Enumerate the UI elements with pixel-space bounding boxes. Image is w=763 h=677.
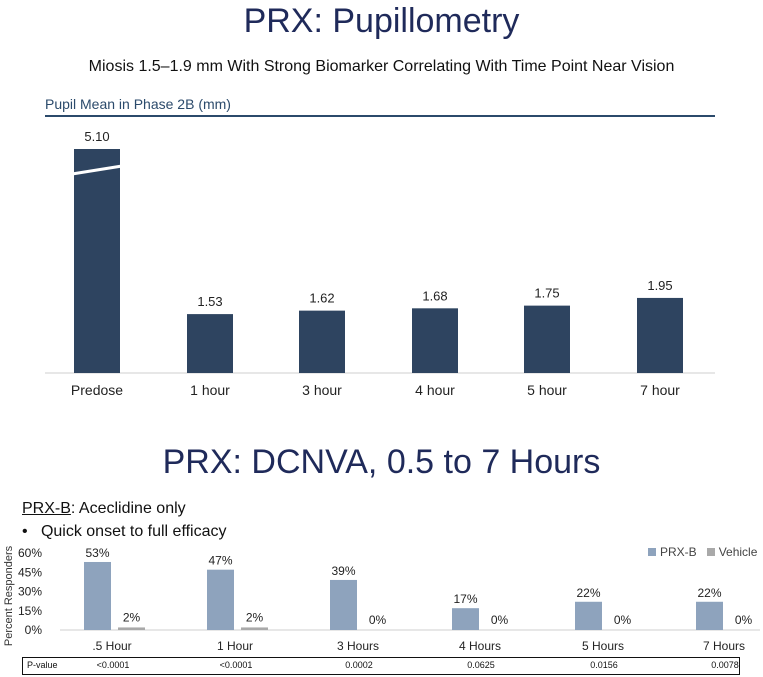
vehicle-bar-1 (241, 627, 268, 630)
pupil-category-0: Predose (71, 382, 123, 398)
pupil-category-3: 4 hour (415, 382, 455, 398)
y-tick-2: 30% (18, 585, 42, 599)
prxb-bar-5 (696, 601, 723, 630)
pupil-value-label-0: 5.10 (84, 129, 109, 144)
pupil-value-label-3: 1.68 (422, 288, 447, 303)
pupil-bar-5 (637, 297, 683, 373)
y-tick-3: 45% (18, 565, 42, 579)
responders-category-3: 4 Hours (459, 639, 501, 653)
pupil-value-label-4: 1.75 (534, 286, 559, 301)
pupil-bar-0 (74, 149, 120, 373)
prxb-label: PRX-B (22, 500, 71, 517)
pupil-mean-chart: 5.10 Predose 1.53 1 hour 1.62 3 hour 1.68 4 hou… (45, 129, 715, 398)
bullet-text: Quick onset to full efficacy (40, 523, 227, 540)
pvalue-2: 0.0002 (345, 660, 373, 670)
legend-item-prxb: PRX-B (648, 545, 697, 559)
prxb-bar-4 (575, 601, 602, 630)
prxb-label-1: 47% (208, 554, 232, 568)
pvalue-0: <0.0001 (96, 660, 130, 670)
pvalue-label: P-value (27, 660, 58, 670)
pupil-chart-title: Pupil Mean in Phase 2B (mm) (45, 96, 231, 112)
pupil-bar-2 (299, 310, 345, 373)
prxb-label-0: 53% (85, 546, 109, 560)
responders-category-0: .5 Hour (92, 639, 131, 653)
pupil-bar-4 (524, 305, 570, 373)
prxb-bar-1 (207, 569, 234, 630)
responders-category-1: 1 Hour (217, 639, 253, 653)
top-title: PRX: Pupillometry (243, 2, 520, 40)
prxb-bar-0 (84, 561, 111, 630)
legend-label-prxb: PRX-B (660, 545, 697, 559)
pupil-value-label-1: 1.53 (197, 294, 222, 309)
vehicle-label-1: 2% (246, 610, 264, 624)
pupil-category-5: 7 hour (640, 382, 680, 398)
pvalue-1: <0.0001 (219, 660, 253, 670)
vehicle-label-3: 0% (491, 613, 509, 627)
vehicle-label-0: 2% (123, 610, 141, 624)
prxb-label-2: 39% (331, 564, 355, 578)
pupil-value-label-2: 1.62 (309, 291, 334, 306)
top-subtitle: Miosis 1.5–1.9 mm With Strong Biomarker … (88, 58, 675, 75)
prxb-label-4: 22% (576, 586, 600, 600)
vehicle-label-5: 0% (735, 613, 753, 627)
pupil-chart-rule (45, 115, 715, 117)
legend-label-vehicle: Vehicle (718, 545, 758, 559)
legend-swatch-vehicle (706, 548, 715, 556)
pvalue-row: P-value <0.0001 <0.0001 0.0002 0.0625 0.0156… (22, 657, 740, 675)
y-tick-4: 60% (18, 546, 42, 560)
bullet-item: • Quick onset to full efficacy (22, 523, 227, 540)
legend: PRX-B Vehicle (648, 545, 757, 559)
pupil-value-label-5: 1.95 (647, 278, 672, 293)
legend-swatch-prxb (648, 548, 656, 556)
pupil-category-4: 5 hour (527, 382, 567, 398)
pupil-category-2: 3 hour (302, 382, 342, 398)
vehicle-label-2: 0% (369, 613, 387, 627)
responders-category-5: 7 Hours (703, 639, 745, 653)
pupil-category-1: 1 hour (190, 382, 230, 398)
dcnva-responders-chart: 0% 15% 30% 45% 60% 53% 2% .5 Hour 47% 2% 1 Hour 39%… (18, 546, 760, 653)
y-tick-0: 0% (25, 623, 43, 637)
prxb-bar-3 (452, 608, 479, 630)
prxb-description: PRX-B: Aceclidine only (22, 500, 186, 518)
pvalue-3: 0.0625 (467, 660, 495, 670)
vehicle-label-4: 0% (614, 613, 632, 627)
pupil-bar-3 (412, 308, 458, 373)
responders-category-4: 5 Hours (582, 639, 624, 653)
axis-break-mark (71, 164, 123, 176)
prxb-bar-2 (330, 579, 357, 630)
pvalue-5: 0.0078 (711, 660, 739, 670)
responders-category-2: 3 Hours (337, 639, 379, 653)
pupil-bar-1 (187, 314, 233, 373)
legend-item-vehicle: Vehicle (706, 545, 758, 559)
bottom-title: PRX: DCNVA, 0.5 to 7 Hours (162, 443, 601, 481)
y-tick-1: 15% (18, 604, 42, 618)
prxb-desc: : Aceclidine only (70, 500, 186, 517)
pvalue-4: 0.0156 (590, 660, 618, 670)
vehicle-bar-0 (118, 627, 145, 630)
prxb-label-5: 22% (697, 586, 721, 600)
prxb-label-3: 17% (453, 592, 477, 606)
